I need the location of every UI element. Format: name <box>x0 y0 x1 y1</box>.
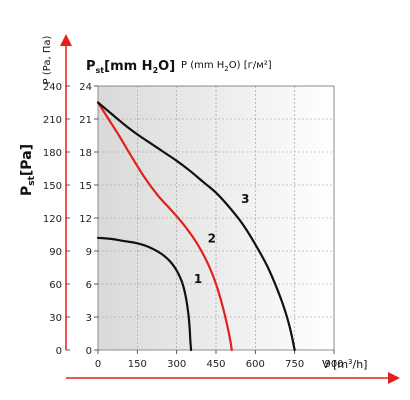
left-axis-alt-label: P (Pa, Па) <box>42 36 53 85</box>
left-tick-label: 210 <box>43 115 62 126</box>
x-tick-label: 450 <box>206 359 225 370</box>
series-line-2 <box>96 101 233 352</box>
inner-tick-label: 3 <box>86 313 92 324</box>
left-tick-label: 240 <box>43 82 62 93</box>
left-tick-label: 0 <box>56 346 62 357</box>
inner-axis-alt-label: P (mm H2O) [г/м²] <box>181 60 272 73</box>
x-tick-label: 0 <box>95 359 101 370</box>
left-tick-label: 30 <box>49 313 62 324</box>
inner-tick-label: 24 <box>79 82 92 93</box>
left-axis-label: Pst[Pa] <box>19 144 37 196</box>
inner-axis-label: Pst[mm H2O] <box>86 59 175 75</box>
inner-tick-label: 15 <box>79 181 92 192</box>
x-tick-label: 150 <box>128 359 147 370</box>
curves: 1 2 3 <box>96 101 296 352</box>
x-tick-label: 600 <box>246 359 265 370</box>
series-label-2: 2 <box>208 231 216 245</box>
series-label-1: 1 <box>194 272 202 286</box>
series-line-1 <box>96 236 193 352</box>
x-tick-label: 750 <box>285 359 304 370</box>
inner-tick-label: 9 <box>86 247 92 258</box>
x-tick-label: 300 <box>167 359 186 370</box>
inner-tick-label: 21 <box>79 115 92 126</box>
x-axis-label: V [m3/h] <box>322 358 367 371</box>
left-tick-label: 150 <box>43 181 62 192</box>
left-tick-label: 60 <box>49 280 62 291</box>
inner-tick-label: 18 <box>79 148 92 159</box>
left-tick-label: 90 <box>49 247 62 258</box>
series-label-3: 3 <box>241 192 249 206</box>
left-tick-label: 180 <box>43 148 62 159</box>
inner-tick-label: 12 <box>79 214 92 225</box>
inner-tick-label: 0 <box>86 346 92 357</box>
inner-tick-label: 6 <box>86 280 92 291</box>
x-tick-label: 900 <box>324 359 343 370</box>
series-line-3 <box>96 101 296 352</box>
left-tick-label: 120 <box>43 214 62 225</box>
